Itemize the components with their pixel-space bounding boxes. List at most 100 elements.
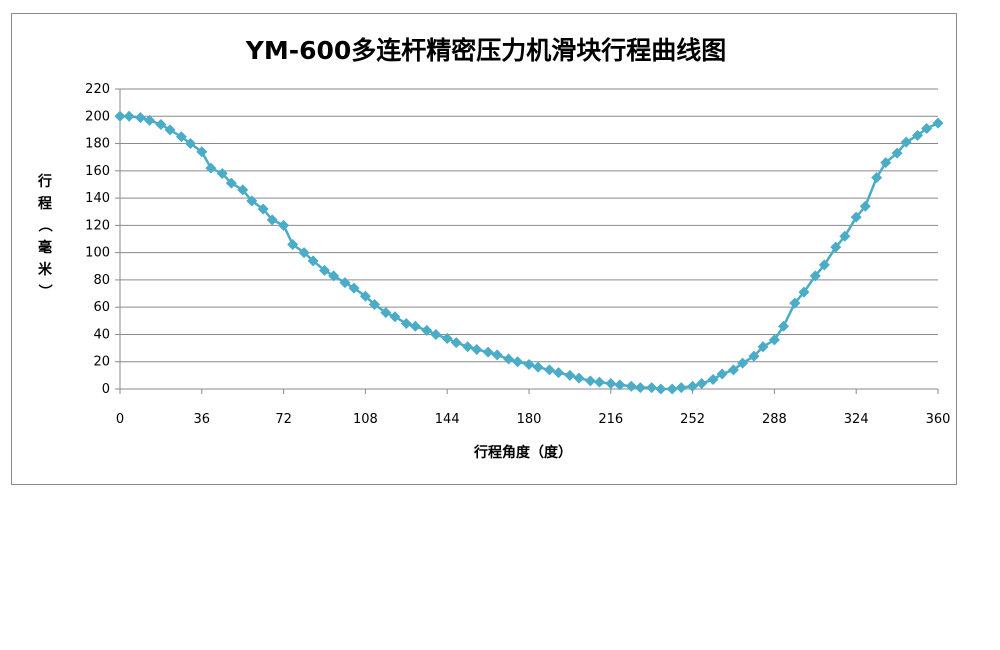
data-point (614, 379, 626, 391)
y-axis-label-char: 程 (38, 196, 52, 212)
data-point (482, 346, 494, 358)
chart-frame: YM-600多连杆精密压力机滑块行程曲线图 0 20 40 60 80 100 120 140… (11, 13, 957, 485)
data-point (205, 162, 217, 174)
data-point (155, 118, 167, 130)
data-point (605, 378, 617, 390)
data-point (830, 241, 842, 253)
data-point (368, 298, 380, 310)
data-point (328, 270, 340, 282)
data-point (675, 382, 687, 394)
data-point (696, 378, 708, 390)
data-point (216, 168, 228, 180)
x-tick-label: 324 (844, 412, 869, 427)
y-axis-label-char: ） (36, 284, 52, 298)
y-tick-label: 80 (93, 273, 110, 288)
axes (115, 88, 939, 394)
y-tick-label: 200 (85, 109, 110, 124)
data-point (523, 358, 535, 370)
data-point (462, 341, 474, 353)
x-tick-labels: 0 36 72 108 144 180 216 252 288 324 360 (116, 412, 951, 427)
data-point (409, 320, 421, 332)
y-tick-label: 160 (85, 164, 110, 179)
y-tick-label: 40 (93, 327, 110, 342)
data-point (503, 353, 515, 365)
grid-lines (120, 88, 938, 363)
x-tick-label: 288 (762, 412, 787, 427)
data-point (278, 219, 290, 231)
data-point (246, 195, 258, 207)
data-point (450, 337, 462, 349)
data-point (287, 238, 299, 250)
data-point (564, 369, 576, 381)
data-point (593, 376, 605, 388)
data-point (687, 380, 699, 392)
data-point (237, 184, 249, 196)
data-point (584, 375, 596, 387)
data-point (932, 117, 944, 129)
data-point (798, 286, 810, 298)
data-point (389, 311, 401, 323)
stroke-chart: YM-600多连杆精密压力机滑块行程曲线图 0 20 40 60 80 100 120 140… (36, 36, 951, 461)
y-tick-labels: 0 20 40 60 80 100 120 140 160 180 200 220 (85, 82, 110, 397)
data-point (809, 270, 821, 282)
data-point (257, 203, 269, 215)
y-axis-label-char: 行 (37, 173, 52, 190)
data-point (666, 383, 678, 395)
y-axis-label-char: 毫 (38, 239, 52, 256)
data-point (737, 357, 749, 369)
x-tick-label: 0 (116, 412, 124, 427)
data-point (123, 110, 135, 122)
data-point (225, 177, 237, 189)
y-tick-label: 140 (85, 191, 110, 206)
x-tick-label: 144 (435, 412, 460, 427)
data-point (707, 373, 719, 385)
data-point (114, 110, 126, 122)
data-point (859, 200, 871, 212)
data-point (441, 333, 453, 345)
data-point (871, 172, 883, 184)
data-point (348, 282, 360, 294)
y-axis-label: 行程 （ 毫米 ） (36, 173, 53, 298)
data-point (430, 328, 442, 340)
data-point (543, 364, 555, 376)
data-point (298, 247, 310, 259)
data-point (175, 131, 187, 143)
data-point (471, 343, 483, 355)
x-axis-label: 行程角度（度） (473, 444, 572, 461)
x-tick-label: 72 (275, 412, 292, 427)
y-tick-label: 120 (85, 218, 110, 233)
data-point (532, 361, 544, 373)
data-point (359, 290, 371, 302)
y-tick-label: 0 (102, 382, 110, 397)
data-point (512, 356, 524, 368)
x-tick-label: 360 (926, 412, 951, 427)
data-point (757, 341, 769, 353)
data-point (839, 230, 851, 242)
data-point (380, 307, 392, 319)
y-axis-label-char: （ (36, 218, 52, 232)
data-point (789, 297, 801, 309)
y-tick-label: 100 (85, 246, 110, 261)
data-point (184, 138, 196, 150)
data-point (491, 349, 503, 361)
data-point (573, 372, 585, 384)
chart-title: YM-600多连杆精密压力机滑块行程曲线图 (245, 36, 727, 65)
stroke-series (114, 110, 944, 395)
data-point (196, 146, 208, 158)
data-point (716, 368, 728, 380)
data-point (307, 255, 319, 267)
data-point (728, 364, 739, 376)
data-point (900, 136, 912, 148)
y-tick-label: 20 (93, 355, 110, 370)
x-tick-label: 180 (517, 412, 542, 427)
data-point (646, 382, 658, 394)
data-point (339, 277, 351, 289)
x-tick-label: 216 (598, 412, 623, 427)
data-point (634, 382, 646, 394)
data-point (655, 383, 667, 395)
data-point (400, 318, 412, 330)
data-point (266, 214, 278, 226)
data-point (880, 157, 892, 169)
data-point (625, 380, 637, 392)
data-point (319, 264, 330, 276)
